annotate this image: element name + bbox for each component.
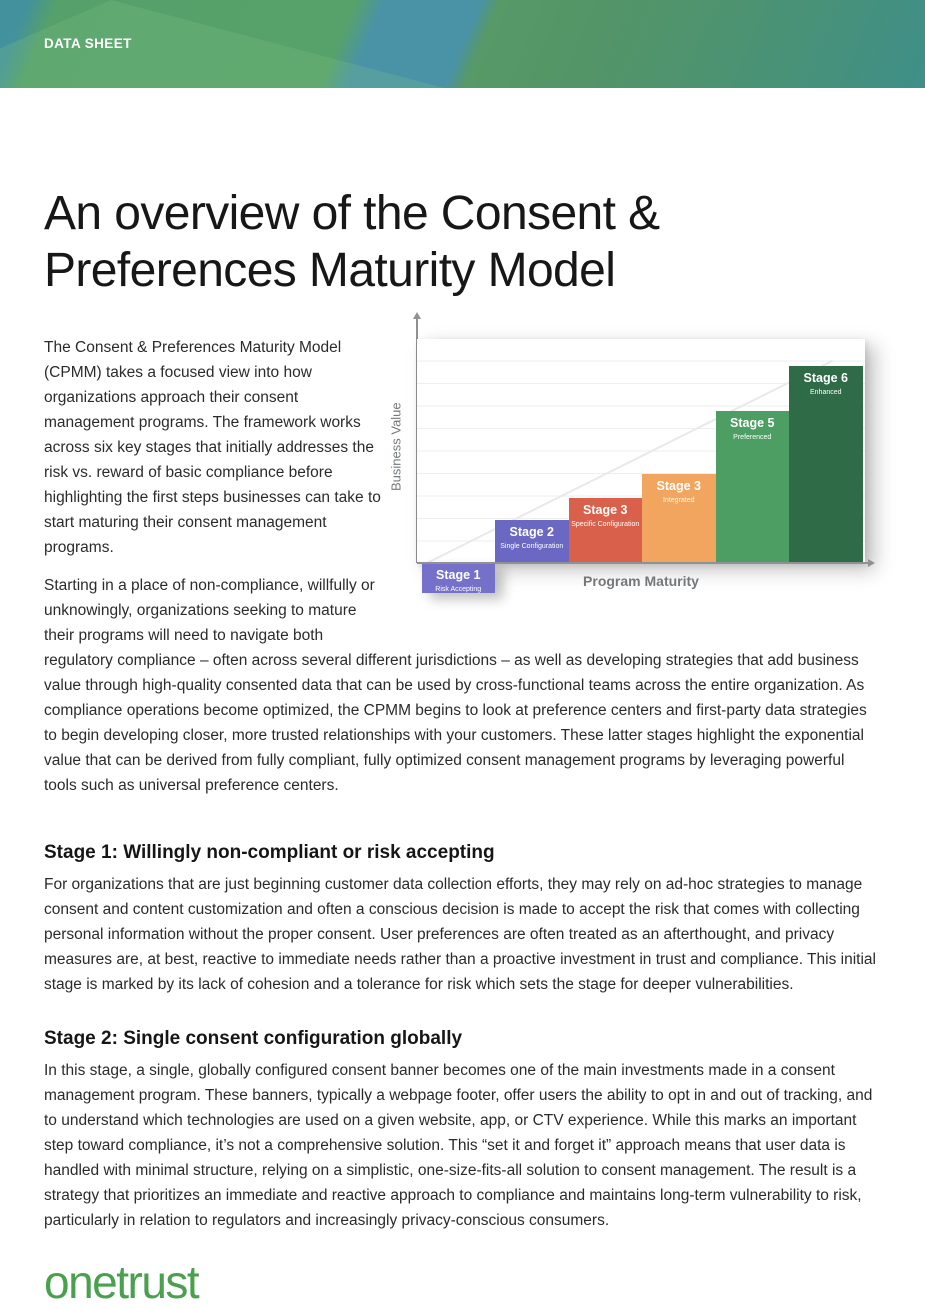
chart-bar-1: Stage 1 Risk Accepting xyxy=(421,563,495,593)
bar-stage-label: Stage 6 xyxy=(803,371,848,385)
chart-bar-2: Stage 2 Single Configuration xyxy=(495,520,569,563)
chart-bar-5: Stage 5 Preferenced xyxy=(715,411,789,563)
intro-paragraph-2: Starting in a place of non-compliance, w… xyxy=(44,577,867,794)
stage-2-paragraph: In this stage, a single, globally config… xyxy=(44,1062,873,1229)
document-type-kicker: DATA SHEET xyxy=(44,36,132,51)
chart-bar-3: Stage 3 Specific Configuration xyxy=(568,498,642,563)
onetrust-logo: onetrust xyxy=(44,1256,200,1308)
intro-paragraph-1: The Consent & Preferences Maturity Model… xyxy=(44,339,381,556)
stage-1-heading: Stage 1: Willingly non-compliant or risk… xyxy=(44,842,495,863)
chart-x-axis xyxy=(417,559,875,567)
chart-bar-6: Stage 6 Enhanced xyxy=(789,366,863,563)
bar-stage-sublabel: Specific Configuration xyxy=(571,521,640,528)
maturity-model-chart: Business Value Stage 1 Risk Accepting Stag… xyxy=(388,312,881,637)
main-content: An overview of the Consent & Preferences… xyxy=(0,185,925,1305)
bar-stage-sublabel: Enhanced xyxy=(809,389,842,396)
x-axis-arrow-icon xyxy=(868,559,875,567)
bar-stage-label: Stage 3 xyxy=(583,503,628,517)
stage-2-section: Stage 2: Single consent configuration gl… xyxy=(44,1027,881,1233)
page-title: An overview of the Consent & Preferences… xyxy=(44,187,660,297)
bar-stage-sublabel: Single Configuration xyxy=(500,543,564,550)
bar-stage-sublabel: Risk Accepting xyxy=(435,586,482,593)
stage-1-paragraph: For organizations that are just beginnin… xyxy=(44,876,876,993)
chart-x-axis-label: Program Maturity xyxy=(583,573,699,589)
bar-stage-sublabel: Integrated xyxy=(662,497,695,504)
bar-stage-label: Stage 5 xyxy=(730,416,775,430)
chart-bar-4: Stage 3 Integrated xyxy=(642,474,716,563)
y-axis-arrow-icon xyxy=(413,312,421,319)
intro-section: Business Value Stage 1 Risk Accepting Stag… xyxy=(44,312,881,811)
bar-stage-label: Stage 3 xyxy=(656,479,701,493)
stage-2-heading: Stage 2: Single consent configuration gl… xyxy=(44,1028,463,1049)
header-band: DATA SHEET xyxy=(0,0,925,88)
bar-stage-label: Stage 2 xyxy=(509,525,554,539)
stage-1-section: Stage 1: Willingly non-compliant or risk… xyxy=(44,841,881,997)
bar-stage-label: Stage 1 xyxy=(436,568,481,582)
bar-stage-sublabel: Preferenced xyxy=(733,434,772,441)
chart-plot: Stage 1 Risk Accepting Stage 2 Single Confi… xyxy=(417,339,865,593)
chart-y-axis-label: Business Value xyxy=(388,402,404,492)
